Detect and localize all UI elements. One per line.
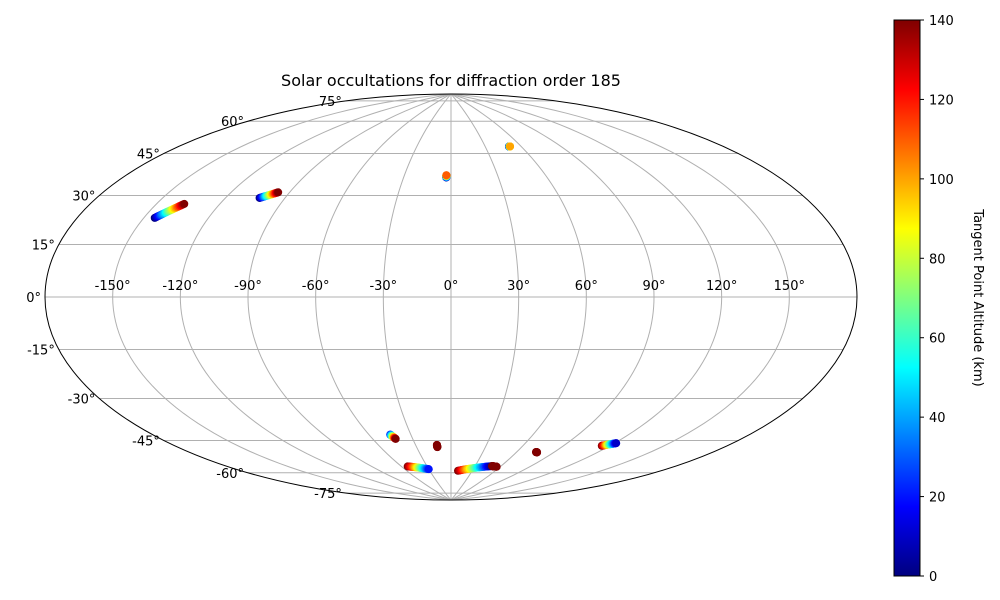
occultation-point: [433, 443, 442, 452]
colorbar-tick-label: 120: [929, 93, 954, 108]
colorbar-tick-label: 0: [929, 570, 937, 585]
lat-tick-label: 45°: [137, 147, 160, 162]
colorbar-tick-label: 80: [929, 252, 946, 267]
occultation-point: [391, 434, 400, 443]
colorbar-ticks: 0 20 40 60 80 100 120 140: [920, 14, 954, 585]
colorbar-label: Tangent Point Altitude (km): [970, 208, 985, 386]
occultation-point: [424, 465, 433, 474]
lat-tick-label: 0°: [26, 291, 41, 306]
lon-tick-label: 0°: [444, 279, 459, 294]
occultation-point: [442, 171, 451, 180]
lon-tick-label: -30°: [369, 279, 397, 294]
longitude-tick-labels: -150° -120° -90° -60° -30° 0° 30° 60° 90° 120° 150…: [95, 279, 805, 294]
occultation-point: [506, 142, 515, 151]
lon-tick-label: 120°: [706, 279, 737, 294]
colorbar-tick-label: 60: [929, 332, 946, 347]
occultation-point: [492, 462, 501, 471]
lon-tick-label: 60°: [575, 279, 598, 294]
occultation-point: [612, 439, 621, 448]
scatter-points: [150, 142, 621, 475]
occultation-point: [533, 448, 542, 457]
colorbar-tick-label: 40: [929, 411, 946, 426]
lat-tick-label: 30°: [72, 190, 95, 205]
colorbar-tick-label: 20: [929, 491, 946, 506]
graticule: [45, 94, 857, 500]
occultation-point: [180, 199, 189, 208]
lon-tick-label: 150°: [774, 279, 805, 294]
lat-tick-label: -30°: [68, 393, 96, 408]
lon-tick-label: 30°: [507, 279, 530, 294]
lon-tick-label: -60°: [302, 279, 330, 294]
latitude-tick-labels: -75° -60° -45° -30° -15° 0° 15° 30° 45° 60° 75°: [26, 95, 342, 502]
lat-tick-label: -75°: [314, 487, 342, 502]
lon-tick-label: 90°: [642, 279, 665, 294]
colorbar-gradient: [893, 19, 921, 577]
chart-title: Solar occultations for diffraction order…: [281, 71, 621, 90]
lon-tick-label: -90°: [234, 279, 262, 294]
map-boundary: [44, 93, 858, 501]
lat-tick-label: 60°: [221, 115, 244, 130]
lon-tick-label: -150°: [95, 279, 131, 294]
lat-tick-label: -45°: [132, 435, 160, 450]
colorbar: 0 20 40 60 80 100 120 140 Tangent Point Altitud…: [893, 14, 985, 585]
colorbar-tick-label: 140: [929, 14, 954, 29]
lat-tick-label: -15°: [27, 344, 55, 359]
lon-tick-label: -120°: [162, 279, 198, 294]
lat-tick-label: 15°: [32, 238, 55, 253]
lat-tick-label: -60°: [216, 467, 244, 482]
occultation-point: [274, 188, 283, 197]
colorbar-tick-label: 100: [929, 173, 954, 188]
lat-tick-label: 75°: [319, 95, 342, 110]
